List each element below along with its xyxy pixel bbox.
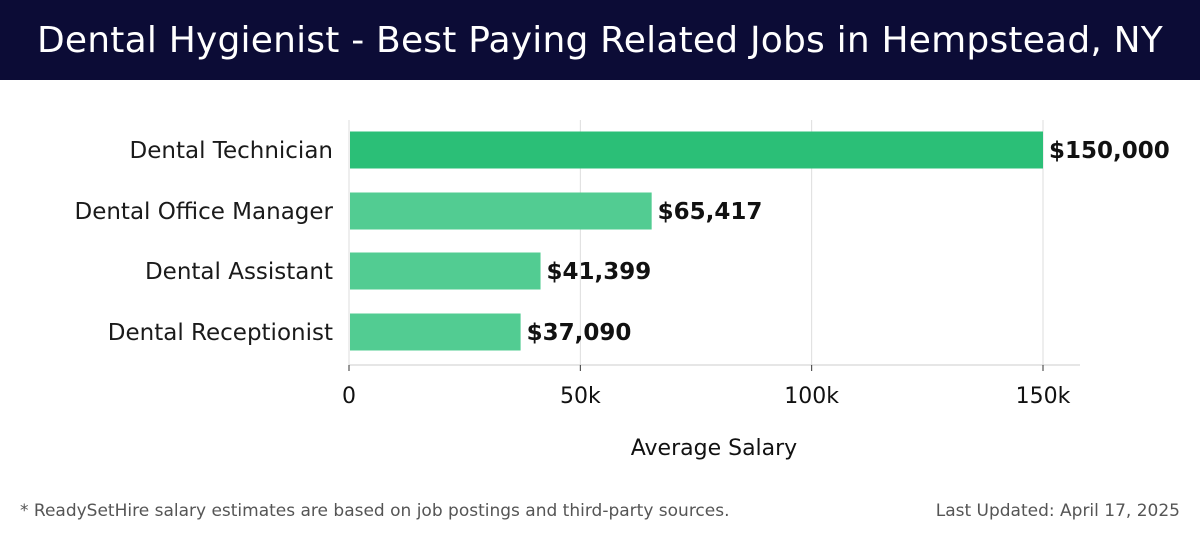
category-label: Dental Office Manager bbox=[74, 199, 333, 225]
bars bbox=[350, 131, 1043, 351]
labels: 0 50k 100k 150k Average Salary Dental Technic… bbox=[74, 138, 1169, 461]
x-tick-label: 0 bbox=[342, 384, 356, 409]
value-label: $65,417 bbox=[658, 199, 763, 225]
category-label: Dental Receptionist bbox=[108, 320, 333, 346]
value-label: $37,090 bbox=[527, 320, 632, 346]
x-tick-label: 100k bbox=[784, 384, 839, 409]
header-banner: Dental Hygienist - Best Paying Related J… bbox=[0, 0, 1200, 80]
bar-3 bbox=[350, 313, 521, 351]
page-title: Dental Hygienist - Best Paying Related J… bbox=[37, 19, 1163, 61]
category-label: Dental Assistant bbox=[145, 259, 333, 285]
bar-1 bbox=[350, 192, 652, 230]
x-axis-title: Average Salary bbox=[631, 436, 797, 461]
last-updated: Last Updated: April 17, 2025 bbox=[935, 501, 1180, 521]
value-label: $150,000 bbox=[1049, 138, 1170, 164]
salary-bar-chart: 0 50k 100k 150k Average Salary Dental Technic… bbox=[74, 120, 1170, 461]
x-tick-label: 150k bbox=[1016, 384, 1071, 409]
footnote: * ReadySetHire salary estimates are base… bbox=[20, 501, 730, 521]
value-label: $41,399 bbox=[547, 259, 652, 285]
category-label: Dental Technician bbox=[130, 138, 333, 164]
x-tick-label: 50k bbox=[560, 384, 601, 409]
bar-0 bbox=[350, 131, 1043, 169]
bar-2 bbox=[350, 252, 541, 290]
